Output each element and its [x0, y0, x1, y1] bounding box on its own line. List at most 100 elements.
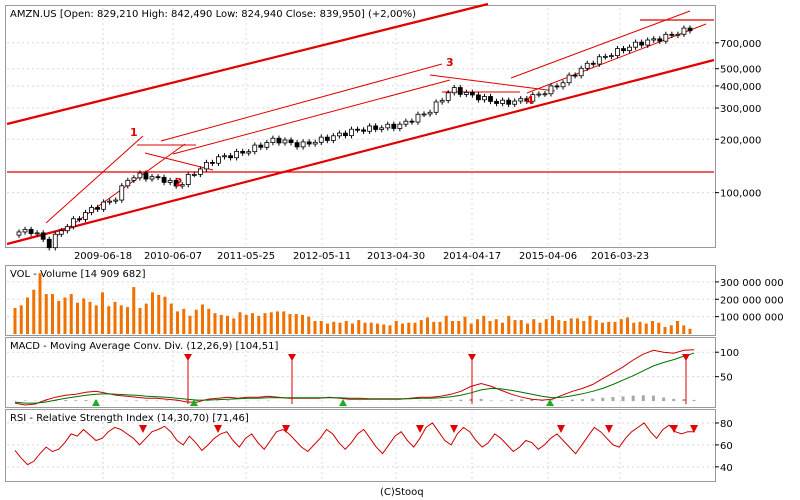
rsi-y-tick-label: 80: [720, 419, 733, 430]
volume-bar: [688, 328, 692, 334]
volume-bar: [632, 322, 636, 334]
price-candle: [312, 141, 318, 145]
price-candle: [203, 162, 209, 170]
price-candle: [397, 123, 403, 129]
price-candle: [222, 155, 227, 158]
price-candle: [621, 48, 626, 52]
macd-histogram-bar: [550, 400, 554, 402]
macd-histogram-bar: [195, 400, 199, 402]
price-candle: [318, 136, 324, 143]
price-candle: [125, 179, 131, 187]
trendline-layer: [6, 2, 715, 246]
rsi-sell-marker: [670, 425, 678, 433]
volume-bar: [113, 301, 117, 334]
volume-y-tick-label: 200 000 000: [720, 295, 784, 306]
price-candle: [488, 96, 493, 102]
volume-bar: [432, 321, 436, 334]
price-candle: [161, 176, 167, 183]
price-candle: [22, 229, 28, 233]
volume-bar: [413, 322, 417, 334]
volume-bar: [513, 320, 517, 334]
price-candle: [609, 55, 614, 58]
macd-histogram-bar: [449, 400, 453, 402]
macd-histogram-bar: [185, 400, 189, 402]
price-candle: [137, 172, 143, 179]
volume-bar: [226, 315, 229, 334]
price-candle: [524, 98, 530, 102]
price-candle: [415, 113, 421, 123]
volume-bar: [394, 320, 398, 334]
price-candle: [433, 101, 439, 113]
volume-bar: [607, 321, 611, 334]
volume-bar: [676, 320, 679, 334]
volume-bar: [132, 287, 136, 334]
price-candle: [167, 180, 173, 183]
price-y-tick-label: 400,000: [720, 82, 761, 93]
volume-bar: [238, 312, 242, 334]
volume-bar: [38, 273, 42, 334]
volume-bar: [407, 322, 411, 334]
volume-bar: [13, 307, 17, 334]
macd-histogram-bar: [23, 400, 27, 402]
trend-line: [160, 63, 443, 142]
price-candle: [560, 82, 566, 88]
volume-y-tick-label: 100 000 000: [720, 313, 784, 324]
macd-buy-marker: [92, 399, 100, 406]
macd-histogram-bar: [439, 400, 443, 402]
rsi-sell-marker: [416, 425, 424, 433]
volume-bar: [76, 302, 79, 334]
volume-bar: [182, 308, 186, 334]
volume-bar: [382, 324, 386, 334]
price-candle: [240, 150, 246, 154]
volume-bar: [94, 305, 98, 334]
rsi-sell-marker: [450, 425, 458, 433]
macd-histogram-bar: [469, 398, 473, 402]
price-candle: [627, 46, 632, 52]
price-candle: [40, 232, 46, 240]
price-candle: [300, 141, 306, 148]
price-candle: [336, 132, 342, 137]
annotation-3: 3: [446, 56, 454, 69]
macd-histogram-bar: [499, 400, 503, 402]
volume-bar: [538, 322, 542, 334]
price-candle: [349, 128, 354, 137]
price-candle: [89, 207, 94, 213]
price-candle: [179, 184, 185, 187]
rsi-sell-marker: [214, 425, 222, 433]
rsi-y-tick-label: 40: [720, 463, 733, 474]
price-candle: [427, 111, 433, 115]
annotation-4: 4: [526, 94, 534, 107]
price-candle: [355, 128, 360, 131]
volume-bar: [169, 303, 173, 334]
price-candle: [566, 74, 572, 84]
volume-bar: [626, 317, 629, 334]
price-candle: [494, 101, 499, 104]
price-candle: [288, 139, 294, 144]
volume-bar: [282, 311, 286, 334]
volume-bar: [563, 320, 567, 334]
price-candle: [681, 27, 687, 35]
price-candle: [421, 113, 427, 116]
volume-bar: [138, 307, 142, 334]
price-candle: [294, 142, 300, 148]
price-candle: [451, 87, 457, 94]
macd-histogram-bar: [560, 400, 564, 402]
price-x-tick-label: 2016-03-23: [591, 251, 649, 262]
price-candle: [578, 67, 584, 77]
price-candle: [270, 137, 276, 143]
price-candle: [246, 151, 252, 154]
price-candle: [83, 212, 88, 220]
macd-histogram-bar: [216, 400, 220, 402]
price-candle: [651, 38, 657, 41]
volume-bar: [401, 323, 404, 334]
volume-bar: [107, 306, 111, 334]
price-candle: [210, 162, 215, 164]
volume-bar: [557, 320, 561, 334]
macd-histogram-bar: [510, 399, 514, 402]
volume-bar: [657, 322, 661, 334]
volume-bar: [101, 292, 104, 334]
price-candle: [197, 168, 203, 175]
price-candle: [330, 135, 336, 141]
price-candle: [101, 201, 107, 210]
